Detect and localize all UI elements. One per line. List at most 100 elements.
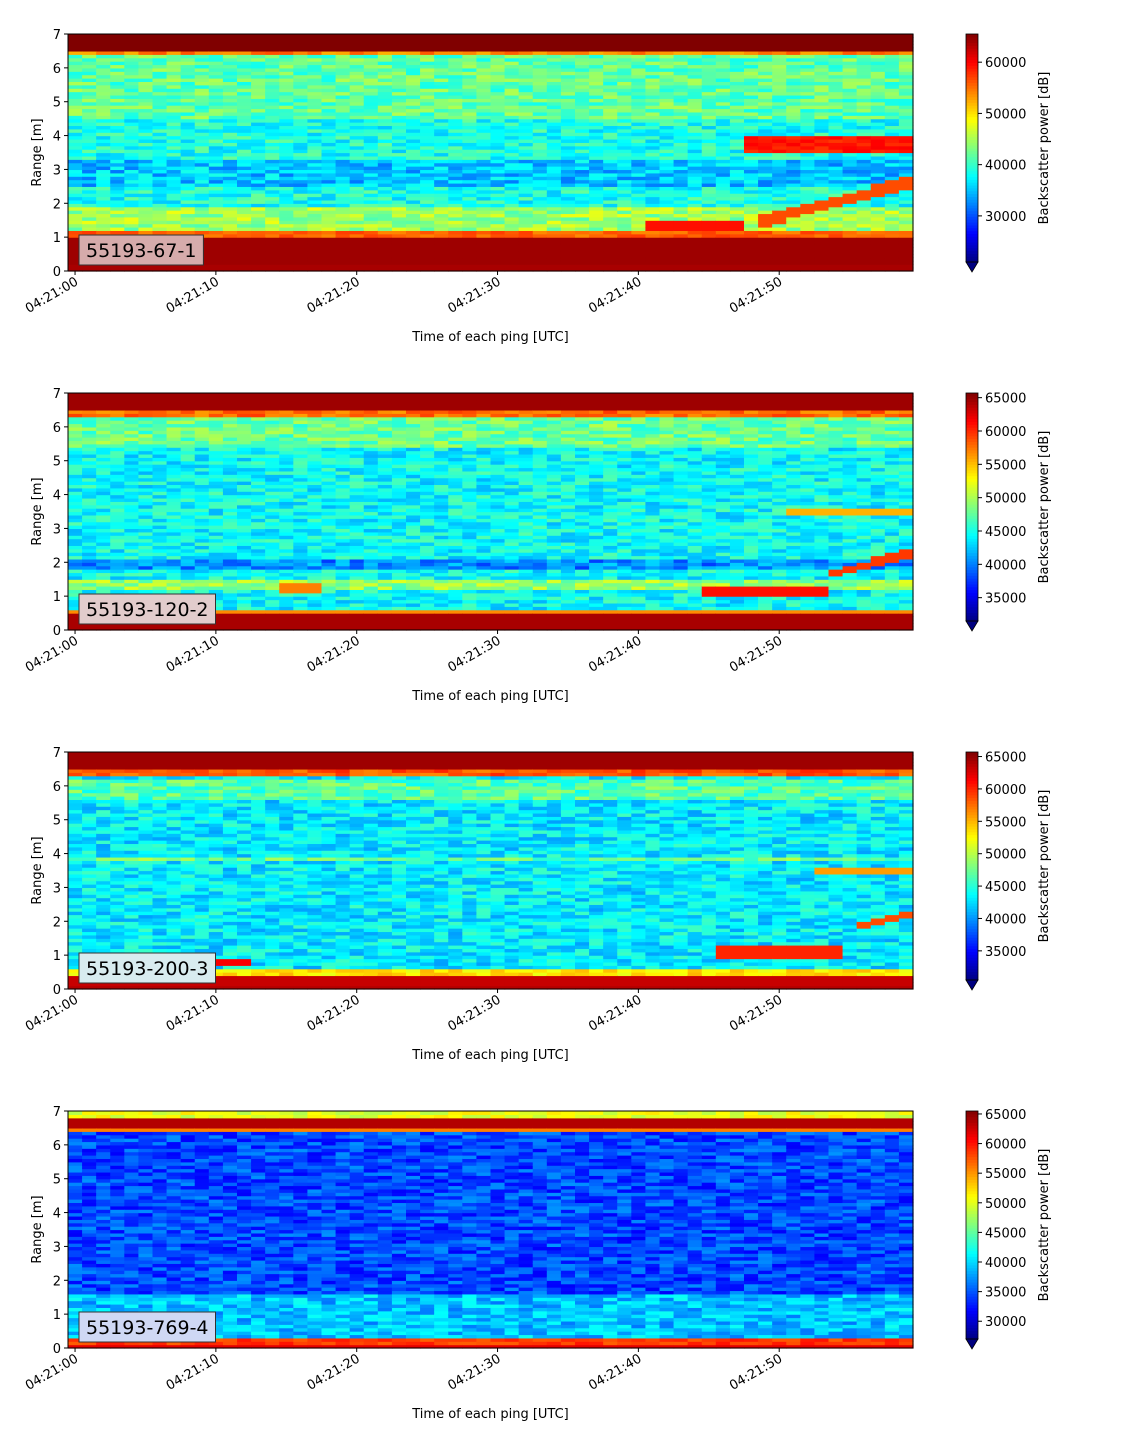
heatmap-cell: [406, 159, 421, 164]
heatmap-cell: [575, 132, 590, 137]
heatmap-cell: [603, 145, 618, 150]
heatmap-cell: [772, 47, 787, 52]
heatmap-cell: [715, 196, 731, 201]
heatmap-cell: [237, 34, 252, 38]
heatmap-cell: [166, 172, 182, 177]
heatmap-cell: [96, 47, 111, 52]
heatmap-cell: [110, 135, 125, 140]
heatmap-cell: [237, 267, 252, 272]
heatmap-cell: [659, 149, 675, 154]
heatmap-cell: [208, 98, 224, 103]
heatmap-cell: [448, 240, 463, 245]
heatmap-cell: [391, 189, 407, 194]
heatmap-cell: [293, 118, 309, 123]
heatmap-cell: [476, 226, 492, 231]
heatmap-cell: [673, 213, 689, 218]
heatmap-cell: [194, 98, 210, 103]
heatmap-cell: [208, 237, 224, 242]
heatmap-cell: [673, 162, 689, 167]
heatmap-cell: [715, 250, 731, 255]
heatmap-cell: [180, 186, 196, 191]
heatmap-cell: [377, 162, 393, 167]
heatmap-cell: [363, 172, 379, 177]
heatmap-cell: [504, 64, 520, 69]
heatmap-cell: [490, 34, 506, 38]
colorbar-segment: [966, 136, 978, 140]
heatmap-cell: [194, 47, 210, 52]
heatmap-cell: [180, 535, 196, 540]
heatmap-cell: [560, 216, 576, 221]
heatmap-cell: [842, 254, 858, 259]
heatmap-cell: [856, 118, 872, 123]
heatmap-cell: [434, 206, 449, 211]
heatmap-cell: [406, 220, 421, 225]
heatmap-cell: [110, 460, 125, 465]
heatmap-cell: [687, 176, 703, 181]
heatmap-cell: [237, 122, 252, 127]
heatmap-cell: [434, 138, 449, 143]
heatmap-cell: [237, 98, 252, 103]
heatmap-cell: [772, 169, 787, 174]
heatmap-cell: [391, 149, 407, 154]
heatmap-cell: [363, 254, 379, 259]
heatmap-cell: [842, 122, 858, 127]
heatmap-cell: [884, 223, 900, 228]
heatmap-cell: [589, 193, 604, 198]
heatmap-cell: [420, 47, 435, 52]
heatmap-cell: [166, 176, 182, 181]
heatmap-cell: [321, 182, 337, 187]
heatmap-cell: [194, 122, 210, 127]
heatmap-cell: [349, 254, 365, 259]
heatmap-cell: [138, 267, 154, 272]
heatmap-cell: [152, 562, 168, 567]
heatmap-cell: [321, 135, 337, 140]
heatmap-cell: [575, 128, 590, 133]
heatmap-cell: [518, 179, 534, 184]
heatmap-cell: [631, 101, 647, 106]
heatmap-cell: [124, 135, 140, 140]
heatmap-cell: [349, 250, 365, 255]
heatmap-cell: [772, 81, 787, 86]
heatmap-cell: [279, 108, 294, 113]
heatmap-cell: [532, 111, 548, 116]
heatmap-cell: [110, 545, 125, 550]
heatmap-cell: [687, 260, 703, 265]
heatmap-cell: [124, 78, 140, 82]
heatmap-cell: [152, 521, 168, 526]
heatmap-cell: [124, 199, 140, 204]
heatmap-cell: [800, 84, 816, 89]
heatmap-cell: [406, 264, 421, 269]
heatmap-cell: [659, 240, 675, 245]
heatmap-cell: [208, 189, 224, 194]
heatmap-cell: [82, 128, 97, 133]
heatmap-cell: [758, 233, 773, 238]
heatmap-cell: [138, 426, 154, 431]
heatmap-cell: [476, 105, 492, 110]
colorbar-segment: [966, 236, 978, 240]
heatmap-cell: [448, 166, 463, 171]
heatmap-cell: [448, 159, 463, 164]
heatmap-cell: [406, 94, 421, 99]
heatmap-cell: [166, 579, 182, 584]
heatmap-cell: [659, 152, 675, 157]
heatmap-cell: [293, 81, 309, 86]
heatmap-cell: [898, 78, 914, 82]
heatmap-cell: [180, 47, 196, 52]
heatmap-cell: [898, 40, 914, 45]
heatmap-cell: [222, 94, 238, 99]
heatmap-cell: [575, 64, 590, 69]
heatmap-cell: [166, 525, 182, 530]
colorbar-segment: [966, 73, 978, 78]
heatmap-cell: [279, 135, 294, 140]
heatmap-cell: [96, 562, 111, 567]
heatmap-cell: [335, 203, 351, 208]
heatmap-cell: [715, 203, 731, 208]
heatmap-cell: [152, 623, 168, 628]
heatmap-cell: [138, 142, 154, 147]
heatmap-cell: [603, 105, 618, 110]
heatmap-cell: [110, 464, 125, 469]
heatmap-cell: [265, 182, 280, 187]
heatmap-cell: [490, 260, 506, 265]
heatmap-cell: [349, 226, 365, 231]
heatmap-cell: [490, 125, 506, 130]
